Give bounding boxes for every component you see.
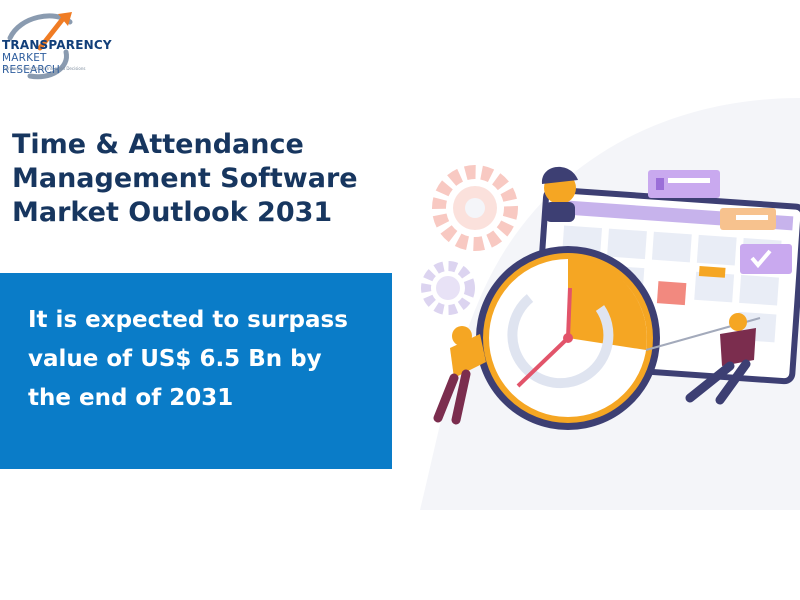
- company-logo[interactable]: TRANSPARENCY MARKET RESEARCH Strategic I…: [0, 8, 112, 88]
- logo-swoosh-icon: [7, 12, 73, 80]
- chat-bubble-orange-icon: [720, 208, 776, 230]
- logo-name: TRANSPARENCY: [2, 38, 112, 52]
- title-line-3: Market Outlook 2031: [12, 197, 333, 228]
- highlight-line-1: It is expected to surpass: [28, 307, 348, 333]
- highlight-text: It is expected to surpass value of US$ 6…: [28, 301, 383, 418]
- gear-icon: [432, 165, 518, 251]
- person-pulling: [645, 313, 761, 405]
- checkmark-icon: [740, 244, 792, 274]
- chat-bubble-icon: [648, 170, 720, 198]
- person-pushing: [433, 326, 486, 425]
- page-title: Time & Attendance Management Software Ma…: [12, 128, 402, 230]
- person-top: [541, 166, 578, 222]
- highlight-line-3: the end of 2031: [28, 385, 234, 411]
- title-line-1: Time & Attendance: [12, 129, 304, 160]
- highlight-box: It is expected to surpass value of US$ 6…: [0, 273, 392, 469]
- logo-subname: MARKET RESEARCH: [2, 52, 61, 76]
- hero-illustration: [420, 98, 800, 510]
- clock-icon: [476, 246, 660, 430]
- highlight-line-2: value of US$ 6.5 Bn by: [28, 346, 322, 372]
- title-line-2: Management Software: [12, 163, 358, 194]
- gear-small-icon: [421, 261, 475, 315]
- logo-tagline: Strategic Insights for Informed Decision…: [4, 66, 86, 71]
